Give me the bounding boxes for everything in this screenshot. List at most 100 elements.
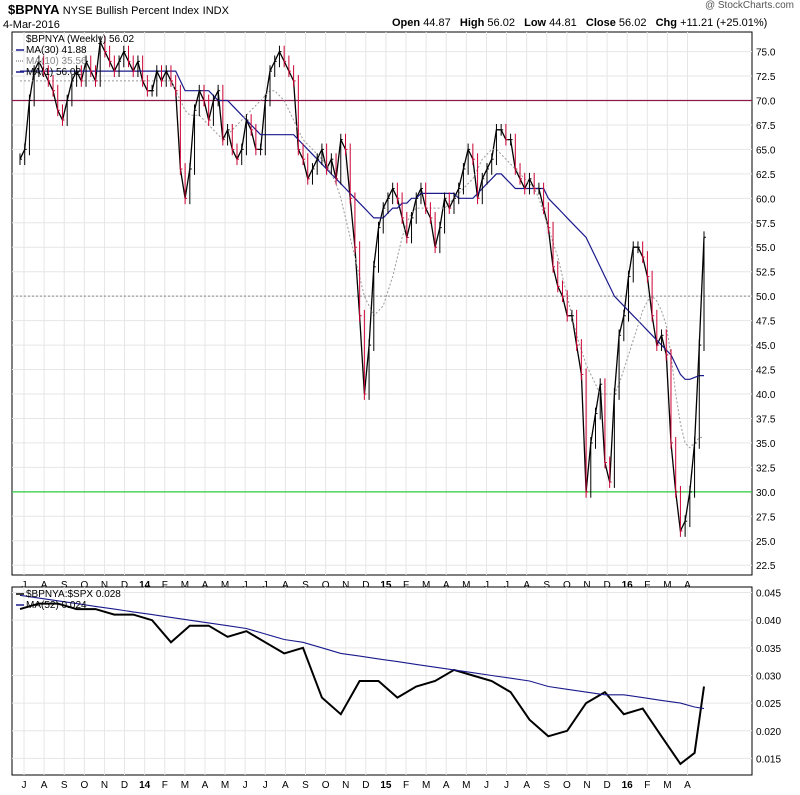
ratio-xtick-label: M xyxy=(221,780,229,791)
main-legend-title: $BPNYA (Weekly) 56.02 xyxy=(26,34,134,45)
ratio-xtick-label: A xyxy=(41,780,48,791)
main-xtick-label: M xyxy=(181,580,189,591)
main-ytick-label: 62.5 xyxy=(756,170,776,181)
main-xtick-label: M xyxy=(462,580,470,591)
main-ytick-label: 50.0 xyxy=(756,292,776,303)
ratio-xtick-label: S xyxy=(302,780,309,791)
main-ytick-label: 37.5 xyxy=(756,414,776,425)
watermark-text: @ StockCharts.com xyxy=(704,0,794,11)
main-series-line-1 xyxy=(20,70,704,380)
ratio-xtick-label: F xyxy=(162,780,168,791)
ratio-xtick-label: O xyxy=(322,780,330,791)
main-ytick-label: 70.0 xyxy=(756,96,776,107)
ratio-xtick-label: S xyxy=(61,780,68,791)
ratio-series-line-0 xyxy=(19,602,705,766)
high-label: High xyxy=(459,17,485,29)
main-xtick-label: N xyxy=(583,580,590,591)
ratio-xtick-label: 16 xyxy=(622,780,634,791)
ratio-xtick-label: J xyxy=(22,780,27,791)
ratio-ytick-label: 0.035 xyxy=(756,644,781,655)
main-xtick-label: 15 xyxy=(380,580,392,591)
main-xtick-label: J xyxy=(263,580,268,591)
chart-date: 4-Mar-2016 xyxy=(3,19,60,31)
ohlc-readout: Open 44.87 High 56.02 Low 44.81 Close 56… xyxy=(392,17,767,29)
ratio-xtick-label: D xyxy=(121,780,128,791)
main-xtick-label: A xyxy=(282,580,289,591)
main-xtick-label: A xyxy=(443,580,450,591)
ratio-xtick-label: A xyxy=(523,780,530,791)
main-panel: 22.5 25.0 27.5 30.0 32.5 35.0 37.5 40.0 42.5 45.0… xyxy=(11,31,776,591)
main-xtick-label: F xyxy=(403,580,409,591)
ratio-xtick-label: S xyxy=(543,780,550,791)
close-label: Close xyxy=(585,17,616,29)
ratio-ytick-label: 0.045 xyxy=(756,589,781,600)
ratio-ytick-label: 0.040 xyxy=(756,616,781,627)
main-xtick-label: O xyxy=(322,580,330,591)
ratio-ytick-label: 0.025 xyxy=(756,699,781,710)
exchange-text: INDX xyxy=(202,5,229,17)
open-label: Open xyxy=(392,17,421,29)
main-ytick-label: 60.0 xyxy=(756,194,776,205)
ratio-xtick-label: 14 xyxy=(139,780,151,791)
main-ytick-label: 65.0 xyxy=(756,145,776,156)
main-xtick-label: A xyxy=(202,580,209,591)
main-ytick-label: 30.0 xyxy=(756,488,776,499)
ratio-xtick-label: J xyxy=(504,780,509,791)
ratio-xtick-label: M xyxy=(422,780,430,791)
main-ytick-label: 45.0 xyxy=(756,341,776,352)
ratio-xtick-label: J xyxy=(484,780,489,791)
ratio-xtick-label: N xyxy=(583,780,590,791)
main-ytick-label: 27.5 xyxy=(756,512,776,523)
ratio-xtick-label: A xyxy=(202,780,209,791)
ratio-xtick-label: D xyxy=(603,780,610,791)
ratio-xtick-label: A xyxy=(443,780,450,791)
main-legend-entry: MA(1) 56.02 xyxy=(26,67,81,78)
main-xtick-label: O xyxy=(563,580,571,591)
main-xtick-label: N xyxy=(101,580,108,591)
main-xtick-label: J xyxy=(243,580,248,591)
main-xtick-label: F xyxy=(162,580,168,591)
ratio-ytick-label: 0.020 xyxy=(756,727,781,738)
ratio-legend-entry: MA(52) 0.024 xyxy=(26,600,87,611)
low-label: Low xyxy=(524,17,547,29)
main-xtick-label: M xyxy=(422,580,430,591)
ratio-xtick-label: J xyxy=(243,780,248,791)
main-xtick-label: M xyxy=(221,580,229,591)
ratio-series-line-1 xyxy=(19,594,705,710)
ratio-ytick-label: 0.030 xyxy=(756,671,781,682)
ratio-legend-entry: $BPNYA:$SPX 0.028 xyxy=(26,589,121,600)
ratio-xtick-label: O xyxy=(563,780,571,791)
ratio-panel: 0.015 0.020 0.025 0.030 0.035 0.040 0.045 J A S O N… xyxy=(11,586,781,791)
ratio-xtick-label: 15 xyxy=(380,780,392,791)
main-xtick-label: F xyxy=(644,580,650,591)
main-xtick-label: A xyxy=(684,580,691,591)
main-ytick-label: 52.5 xyxy=(756,268,776,279)
main-ytick-label: 57.5 xyxy=(756,219,776,230)
main-xtick-label: S xyxy=(302,580,309,591)
main-xtick-label: O xyxy=(80,580,88,591)
ratio-xtick-label: O xyxy=(80,780,88,791)
main-xtick-label: A xyxy=(41,580,48,591)
main-ytick-label: 75.0 xyxy=(756,48,776,59)
main-frame xyxy=(11,31,753,576)
main-series-line-0 xyxy=(19,39,705,534)
close-value: 56.02 xyxy=(618,17,647,29)
ratio-xtick-label: A xyxy=(684,780,691,791)
main-ytick-label: 32.5 xyxy=(756,463,776,474)
main-ytick-label: 67.5 xyxy=(756,121,776,132)
ratio-xtick-label: N xyxy=(101,780,108,791)
main-xtick-label: N xyxy=(342,580,349,591)
ratio-xtick-label: J xyxy=(263,780,268,791)
ratio-xtick-label: F xyxy=(644,780,650,791)
ratio-xtick-label: N xyxy=(342,780,349,791)
open-value: 44.87 xyxy=(423,17,451,29)
main-ytick-label: 40.0 xyxy=(756,390,776,401)
ratio-xtick-label: M xyxy=(462,780,470,791)
main-ytick-label: 47.5 xyxy=(756,317,776,328)
main-ytick-label: 22.5 xyxy=(756,561,776,572)
symbol-text: $BPNYA xyxy=(8,2,60,17)
